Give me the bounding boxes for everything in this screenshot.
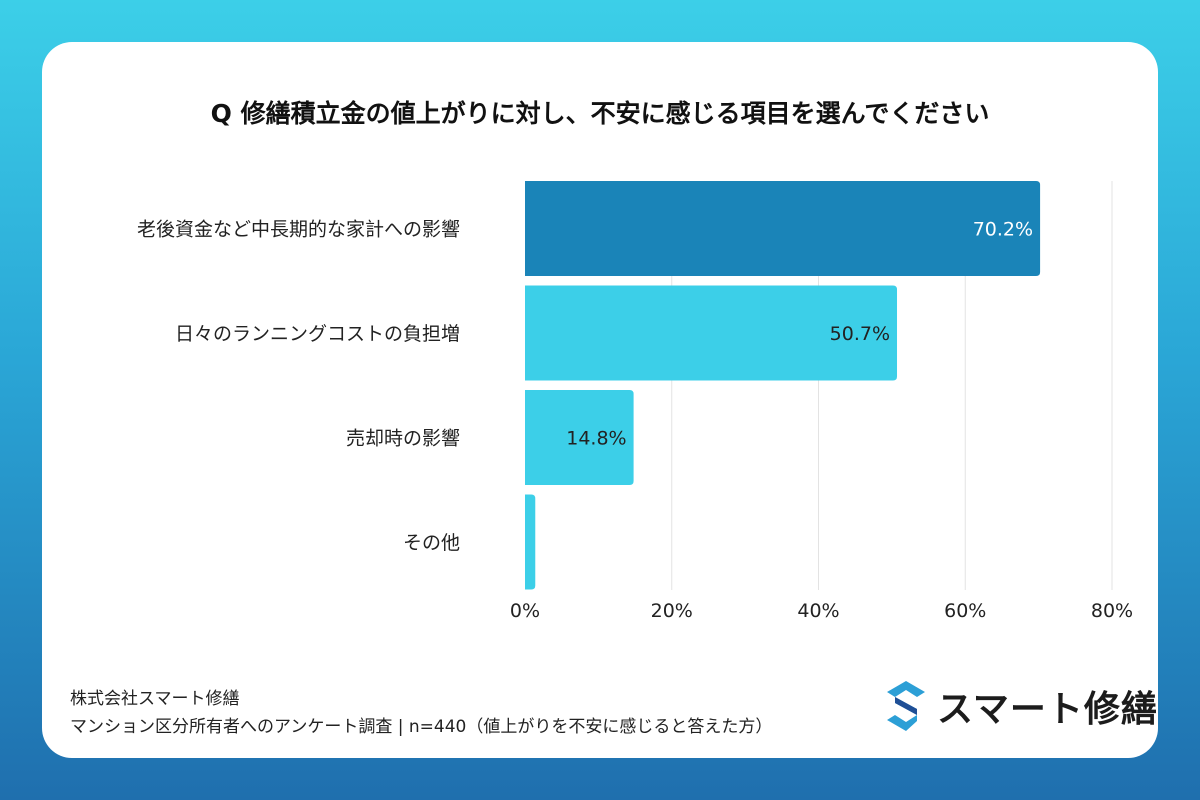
logo-s-icon	[887, 681, 925, 731]
logo: スマート修繕	[887, 680, 1158, 732]
data-label: 50.7%	[830, 323, 890, 345]
data-label: 70.2%	[973, 219, 1033, 241]
footer-company: 株式会社スマート修繕	[70, 689, 240, 709]
data-label: 14.8%	[566, 428, 626, 450]
chart-card: Q 修繕積立金の値上がりに対し、不安に感じる項目を選んでください 株式会社スマー…	[42, 42, 1158, 758]
category-label: その他	[403, 532, 460, 554]
category-label: 日々のランニングコストの負担増	[175, 323, 460, 345]
bar	[525, 181, 1041, 276]
x-tick-label: 0%	[510, 600, 540, 622]
bar	[525, 494, 536, 590]
footer-survey: マンション区分所有者へのアンケート調査 | n=440（値上がりを不安に感じると…	[70, 717, 773, 737]
bar	[525, 390, 634, 485]
bar	[525, 285, 898, 381]
x-tick-label: 60%	[944, 600, 986, 622]
logo-text: スマート修繕	[937, 689, 1158, 730]
x-tick-label: 40%	[797, 600, 839, 622]
chart-title: Q 修繕積立金の値上がりに対し、不安に感じる項目を選んでください	[210, 99, 990, 128]
category-label: 老後資金など中長期的な家計への影響	[137, 219, 460, 241]
category-label: 売却時の影響	[346, 428, 460, 450]
x-tick-label: 80%	[1091, 600, 1133, 622]
x-tick-label: 20%	[651, 600, 693, 622]
